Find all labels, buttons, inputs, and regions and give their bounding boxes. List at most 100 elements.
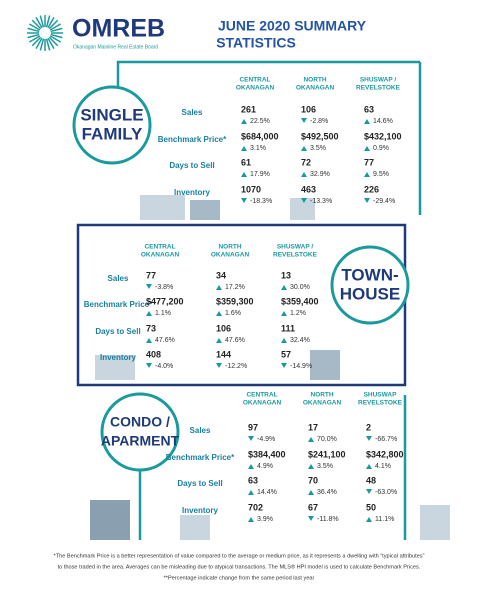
row-label: Sales [108, 274, 129, 283]
logo: OMREB [72, 15, 165, 43]
connector-lines [76, 60, 422, 540]
change-arrow [248, 464, 254, 469]
value: 73 [146, 323, 156, 333]
section-badge [330, 245, 410, 325]
change-arrow [241, 146, 247, 151]
row-label: Inventory [100, 353, 137, 362]
change: 14.4% [257, 489, 277, 496]
change: 4.1% [375, 463, 391, 470]
value: 77 [364, 157, 374, 167]
change-arrow [146, 284, 152, 289]
value: 34 [216, 270, 226, 280]
value: 106 [301, 104, 316, 114]
change: 17.2% [225, 284, 245, 291]
change-arrow [281, 285, 287, 290]
region-header: OKANAGAN [236, 85, 275, 92]
change: -13.3% [310, 198, 332, 205]
change: -63.0% [375, 489, 397, 496]
change: 47.6% [225, 337, 245, 344]
change: 1.1% [155, 310, 171, 317]
value: 1070 [241, 184, 261, 194]
row-label: Benchmark Price* [166, 453, 235, 462]
change-arrow [241, 172, 247, 177]
value: 226 [364, 184, 379, 194]
change: -2.8% [310, 118, 328, 125]
section-title: CONDO / [110, 414, 170, 430]
value: 72 [301, 157, 311, 167]
value: $432,100 [364, 131, 402, 141]
change: 1.2% [290, 310, 306, 317]
change-arrow [281, 311, 287, 316]
value: 50 [366, 502, 376, 512]
footnote: *The Benchmark Price is a better represe… [54, 553, 425, 559]
burst-ray [49, 23, 61, 31]
burst-ray [45, 15, 51, 28]
value: 63 [248, 475, 258, 485]
change-arrow [308, 490, 314, 495]
section-badge [72, 85, 152, 165]
region-header: CENTRAL [246, 392, 277, 399]
change-arrow [146, 338, 152, 343]
change-arrow [146, 311, 152, 316]
change-arrow [366, 464, 372, 469]
row-label: Benchmark Price* [158, 135, 227, 144]
change-arrow [308, 516, 314, 521]
value: 13 [281, 270, 291, 280]
change: 9.5% [373, 171, 389, 178]
change-arrow [301, 172, 307, 177]
burst-ray [31, 36, 42, 47]
row-label: Sales [182, 108, 203, 117]
value: 63 [364, 104, 374, 114]
change: -18.3% [250, 198, 272, 205]
value: 61 [241, 157, 251, 167]
value: 77 [146, 270, 156, 280]
change: 0.9% [373, 145, 389, 152]
value: 106 [216, 323, 231, 333]
change: -66.7% [375, 436, 397, 443]
section-title: HOUSE [340, 284, 400, 303]
title: JUNE 2020 SUMMARY [218, 18, 367, 34]
change: 3.1% [250, 145, 266, 152]
value: 2 [366, 422, 371, 432]
row-label: Inventory [182, 506, 219, 515]
change: 1.6% [225, 310, 241, 317]
change: -12.2% [225, 363, 247, 370]
change-arrow [216, 311, 222, 316]
burst-ray [47, 37, 55, 49]
burst-ray [45, 38, 51, 51]
value: 57 [281, 349, 291, 359]
section-title: FAMILY [82, 124, 143, 143]
section-title: APARMENT [101, 433, 180, 449]
change: 32.4% [290, 337, 310, 344]
region-header: OKANAGAN [243, 400, 282, 407]
change-arrow [146, 363, 152, 368]
change: 3.5% [310, 145, 326, 152]
change-arrow [216, 338, 222, 343]
value: 111 [281, 323, 295, 333]
burst-ray [31, 19, 42, 30]
region-header: CENTRAL [144, 244, 175, 251]
value: 48 [366, 475, 376, 485]
logo-burst [27, 15, 63, 51]
change: 3.9% [257, 516, 273, 523]
change-arrow [301, 146, 307, 151]
change-arrow [308, 437, 314, 442]
footnote: **Percentage indicate change from the sa… [164, 575, 315, 581]
section-title: TOWN- [341, 265, 398, 284]
change: -4.0% [155, 363, 173, 370]
value: $342,800 [366, 449, 404, 459]
change: 4.9% [257, 463, 273, 470]
value: $241,100 [308, 449, 346, 459]
region-header: NORTH [303, 77, 326, 84]
change: -14.9% [290, 363, 312, 370]
value: 97 [248, 422, 258, 432]
value: 17 [308, 422, 318, 432]
change-arrow [301, 198, 307, 203]
section-badge [100, 392, 180, 472]
value: 70 [308, 475, 318, 485]
change-arrow [366, 436, 372, 441]
row-label: Days to Sell [169, 161, 214, 170]
change: 14.6% [373, 118, 393, 125]
burst-ray [35, 17, 43, 29]
